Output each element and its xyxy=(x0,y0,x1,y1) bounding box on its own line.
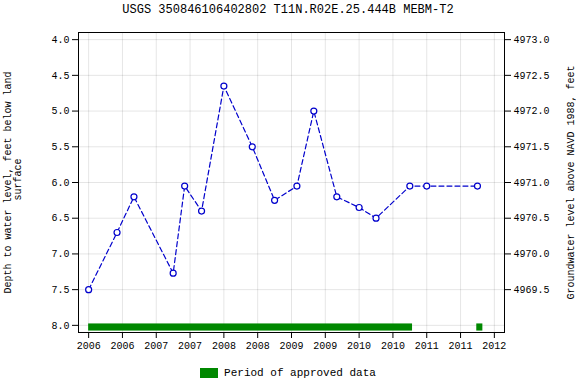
svg-text:Groundwater level above NAVD 1: Groundwater level above NAVD 1988, feet xyxy=(566,65,576,299)
svg-text:4.5: 4.5 xyxy=(51,71,69,82)
svg-text:2008: 2008 xyxy=(212,341,236,352)
html-text:Period of approved data: Period of approved data xyxy=(224,367,376,379)
svg-text:4.0: 4.0 xyxy=(51,35,69,46)
svg-text:4972.5: 4972.5 xyxy=(514,71,550,82)
svg-text:6.5: 6.5 xyxy=(51,213,69,224)
svg-text:2010: 2010 xyxy=(347,341,371,352)
svg-text:2009: 2009 xyxy=(279,341,303,352)
svg-text:2006: 2006 xyxy=(77,341,101,352)
svg-text:4970.5: 4970.5 xyxy=(514,213,550,224)
svg-text:2007: 2007 xyxy=(178,341,202,352)
svg-text:7.5: 7.5 xyxy=(51,285,69,296)
svg-text:5.0: 5.0 xyxy=(51,106,69,117)
svg-text:2010: 2010 xyxy=(381,341,405,352)
svg-text:Depth to water level, feet bel: Depth to water level, feet below land su… xyxy=(3,71,24,293)
svg-text:2011: 2011 xyxy=(415,341,439,352)
svg-text:4972.0: 4972.0 xyxy=(514,106,550,117)
svg-text:4971.5: 4971.5 xyxy=(514,142,550,153)
svg-text:4971.0: 4971.0 xyxy=(514,178,550,189)
html-text:USGS 350846106402802 T11N.R02E: USGS 350846106402802 T11N.R02E.25.444B M… xyxy=(122,3,454,17)
svg-text:2008: 2008 xyxy=(246,341,270,352)
svg-text:7.0: 7.0 xyxy=(51,249,69,260)
svg-text:8.0: 8.0 xyxy=(51,321,69,332)
svg-text:2009: 2009 xyxy=(313,341,337,352)
svg-text:4969.5: 4969.5 xyxy=(514,285,550,296)
svg-text:2006: 2006 xyxy=(110,341,134,352)
svg-text:4970.0: 4970.0 xyxy=(514,249,550,260)
svg-text:2011: 2011 xyxy=(449,341,473,352)
svg-text:6.0: 6.0 xyxy=(51,178,69,189)
svg-text:2007: 2007 xyxy=(144,341,168,352)
svg-text:2012: 2012 xyxy=(482,341,506,352)
svg-text:5.5: 5.5 xyxy=(51,142,69,153)
svg-text:4973.0: 4973.0 xyxy=(514,35,550,46)
